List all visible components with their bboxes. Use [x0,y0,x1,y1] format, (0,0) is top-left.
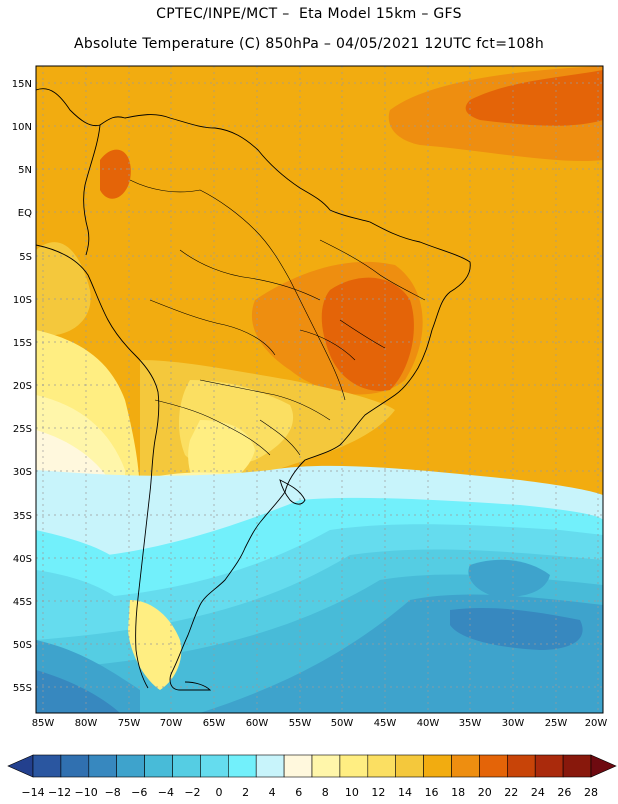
colorbar-tick-label: 4 [269,786,276,799]
colorbar: −14 −12 −10 −8 −6 −4 −2 0 2 4 6 8 10 12 14 16 18 20 22 24 26… [7,754,617,799]
colorbar-swatch [116,754,145,778]
colorbar-tick-label: 22 [504,786,518,799]
coastline [36,88,471,691]
colorbar-tick-label: −8 [105,786,121,799]
colorbar-swatch [228,754,257,778]
colorbar-tick-label: 18 [451,786,465,799]
colorbar-tick-label: 8 [322,786,329,799]
colorbar-tick-label: −12 [48,786,71,799]
lat-label: 40S [13,554,32,565]
colorbar-swatch [32,754,62,778]
colorbar-swatch [172,754,201,778]
lon-label: 85W [32,718,55,729]
colorbar-tick-label: −2 [184,786,200,799]
colorbar-swatch [479,754,508,778]
colorbar-tick-label: −10 [75,786,98,799]
colorbar-tick-label: 24 [531,786,545,799]
lat-label: 5S [19,252,32,263]
colorbar-swatch [423,754,452,778]
lat-label: 50S [13,640,32,651]
chart-title-line2: Absolute Temperature (C) 850hPa – 04/05/… [73,36,545,52]
colorbar-swatch [367,754,396,778]
lat-label: 10N [12,122,32,133]
lon-label: 40W [417,718,440,729]
colorbar-swatch [88,754,118,778]
lon-label: 70W [160,718,183,729]
longitude-axis: 85W 80W 75W 70W 65W 60W 55W 50W 45W 40W … [32,718,608,729]
colorbar-tick-label: −6 [131,786,147,799]
colorbar-ticks: −14 −12 −10 −8 −6 −4 −2 0 2 4 6 8 10 12 14 16 18 20 22 24 26… [21,786,598,799]
colorbar-tick-label: 12 [371,786,385,799]
colorbar-tick-label: 10 [345,786,359,799]
colorbar-tick-label: 2 [242,786,249,799]
lon-label: 35W [459,718,482,729]
lon-label: 30W [502,718,525,729]
colorbar-arrow-high [590,754,617,778]
lon-label: 25W [545,718,568,729]
lat-label: 35S [13,511,32,522]
colorbar-swatch [534,754,564,778]
lat-label: 5N [18,165,32,176]
colorbar-swatch [283,754,313,778]
colorbar-swatch [506,754,536,778]
colorbar-tick-label: 28 [584,786,598,799]
temperature-field [36,66,603,713]
colorbar-swatches [7,754,617,778]
lon-label: 50W [331,718,354,729]
lat-label: 15S [13,338,32,349]
colorbar-swatch [200,754,229,778]
latitude-axis: 15N 10N 5N EQ 5S 10S 15S 20S 25S 30S 35S… [12,79,32,694]
colorbar-tick-label: 26 [557,786,571,799]
lon-label: 60W [246,718,269,729]
colorbar-swatch [144,754,173,778]
country-borders [129,179,426,456]
lat-label: 45S [13,597,32,608]
map-gridlines [36,66,603,713]
lon-label: 75W [118,718,141,729]
colorbar-tick-label: 14 [398,786,412,799]
lon-label: 45W [374,718,397,729]
colorbar-arrow-low [7,754,34,778]
lat-label: EQ [18,208,32,219]
lat-label: 55S [13,683,32,694]
chart-title-line1: CPTEC/INPE/MCT – Eta Model 15km – GFS [156,6,462,22]
lat-label: 15N [12,79,32,90]
colorbar-tick-label: 20 [478,786,492,799]
lat-label: 25S [13,424,32,435]
colorbar-swatch [562,754,592,778]
colorbar-tick-label: 6 [295,786,302,799]
lat-label: 20S [13,381,32,392]
lat-label: 10S [13,295,32,306]
lon-label: 20W [585,718,608,729]
colorbar-swatch [339,754,369,778]
colorbar-tick-label: 0 [216,786,223,799]
map-frame [35,65,604,714]
lon-label: 65W [203,718,226,729]
colorbar-swatch [451,754,480,778]
colorbar-tick-label: −4 [158,786,174,799]
colorbar-tick-label: −14 [21,786,44,799]
colorbar-swatch [60,754,90,778]
colorbar-swatch [311,754,341,778]
colorbar-tick-label: 16 [425,786,439,799]
lon-label: 80W [75,718,98,729]
colorbar-swatch [395,754,424,778]
lat-label: 30S [13,467,32,478]
lon-label: 55W [289,718,312,729]
colorbar-swatch [255,754,285,778]
